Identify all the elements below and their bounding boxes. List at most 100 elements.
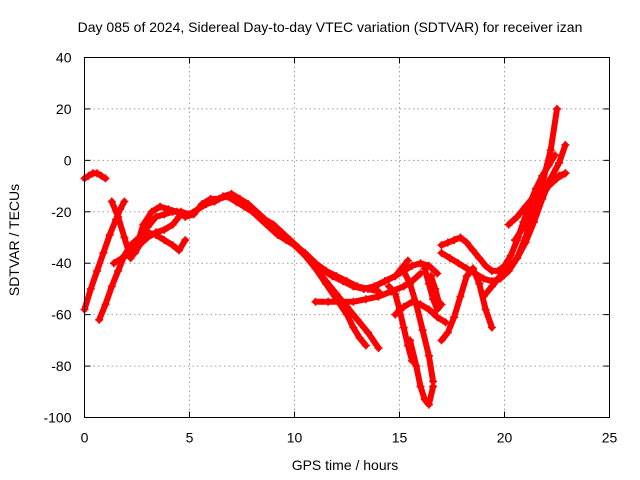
data-point — [399, 323, 408, 332]
data-point — [355, 333, 364, 342]
data-point — [475, 279, 484, 288]
data-point — [561, 169, 570, 178]
data-point — [177, 207, 186, 216]
data-point — [107, 197, 116, 206]
data-point — [84, 171, 93, 180]
data-point — [437, 336, 446, 345]
data-point — [349, 297, 358, 306]
data-point — [429, 377, 438, 386]
data-point — [181, 236, 190, 245]
data-point — [99, 248, 108, 257]
data-point — [95, 315, 104, 324]
data-point — [301, 251, 309, 260]
y-axis-label: SDTVAR / TECUs — [6, 184, 22, 296]
data-point — [286, 236, 295, 245]
data-point — [471, 269, 480, 278]
data-point — [427, 272, 435, 281]
data-point — [160, 210, 169, 219]
data-point — [561, 140, 570, 149]
data-point — [343, 310, 351, 319]
data-point — [399, 302, 408, 311]
data-point — [479, 274, 488, 283]
y-tick-label: 0 — [64, 152, 72, 168]
data-point — [374, 344, 383, 353]
data-point — [519, 223, 528, 232]
data-point — [424, 261, 433, 270]
data-point — [168, 220, 177, 229]
chart-title: Day 085 of 2024, Sidereal Day-to-day VTE… — [78, 19, 583, 35]
data-point — [424, 305, 433, 314]
data-point — [168, 207, 177, 216]
data-point — [496, 272, 505, 281]
data-point — [521, 238, 530, 247]
data-point — [420, 395, 429, 404]
data-point — [193, 205, 202, 214]
data-point — [443, 238, 452, 247]
data-point — [412, 300, 421, 309]
data-point — [544, 182, 553, 191]
data-point — [105, 230, 114, 239]
data-point — [462, 264, 471, 273]
data-point — [443, 328, 452, 337]
data-point — [86, 284, 95, 293]
data-point — [433, 269, 442, 278]
data-point — [168, 241, 177, 250]
data-point — [553, 174, 561, 183]
series-arc-23 — [511, 169, 570, 245]
data-point — [311, 297, 320, 306]
y-tick-labels: -100 -80 -60 -40 -20 0 20 40 — [43, 50, 71, 426]
data-point — [412, 362, 421, 371]
data-point — [513, 254, 522, 263]
data-series — [80, 104, 570, 409]
x-tick-label: 20 — [497, 430, 513, 446]
x-axis-label: GPS time / hours — [292, 457, 399, 473]
data-point — [399, 266, 408, 275]
data-point — [107, 282, 116, 291]
data-point — [529, 218, 538, 227]
y-tick-label: -20 — [51, 204, 71, 220]
data-point — [380, 277, 389, 286]
series-arc-17 — [427, 272, 444, 309]
data-point — [481, 261, 490, 270]
data-point — [175, 246, 183, 255]
data-point — [219, 192, 228, 201]
data-point — [462, 238, 471, 247]
data-point — [553, 104, 561, 113]
data-point — [126, 254, 135, 263]
data-point — [101, 300, 110, 309]
data-point — [261, 215, 270, 224]
data-point — [450, 236, 459, 245]
series-line — [400, 267, 437, 385]
data-point — [235, 194, 244, 203]
series-arc-11 — [359, 256, 412, 293]
data-point — [97, 171, 106, 180]
data-point — [151, 212, 160, 221]
data-point — [494, 266, 503, 275]
data-point — [277, 228, 286, 237]
data-point — [504, 264, 513, 273]
data-point — [527, 207, 536, 216]
data-point — [424, 400, 433, 409]
data-point — [487, 323, 496, 332]
data-point — [143, 223, 152, 232]
data-point — [441, 318, 450, 327]
series-arc-1 — [80, 197, 129, 314]
data-point — [93, 169, 102, 178]
x-tick-label: 15 — [392, 430, 408, 446]
y-tick-label: -80 — [51, 358, 71, 374]
data-point — [450, 313, 459, 322]
data-point — [454, 259, 463, 268]
data-point — [435, 300, 444, 309]
data-point — [521, 202, 530, 211]
data-point — [462, 272, 471, 281]
data-point — [431, 284, 440, 293]
data-point — [349, 282, 358, 291]
data-point — [391, 310, 400, 319]
data-point — [456, 292, 465, 301]
data-point — [416, 259, 425, 268]
series-arc-21 — [479, 140, 570, 301]
data-point — [114, 266, 123, 275]
data-point — [130, 248, 139, 257]
data-point — [160, 236, 169, 245]
